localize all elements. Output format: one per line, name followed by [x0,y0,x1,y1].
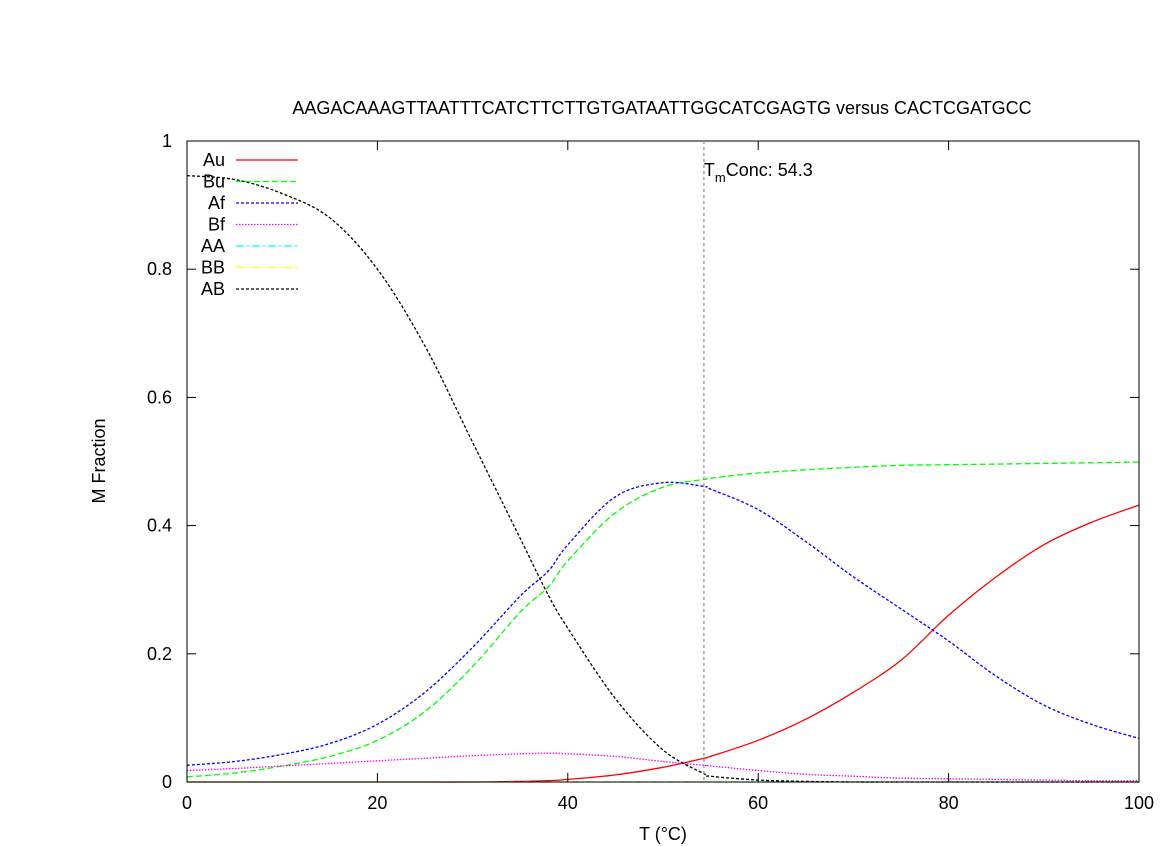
tm-annotation: TmConc: 54.3 [703,141,813,782]
legend-label-af: Af [208,193,226,213]
tm-label: TmConc: 54.3 [704,160,813,185]
y-tick-label: 0.6 [147,387,172,407]
legend-label-ab: AB [201,279,225,299]
legend-label-au: Au [203,150,225,170]
y-axis-ticks: 0 0.2 0.4 0.6 0.8 1 [147,131,1139,792]
series-line-au [187,504,1140,783]
y-tick-label: 0 [162,772,172,792]
x-axis-ticks: 0 20 40 60 80 100 [182,141,1154,813]
x-tick-label: 40 [558,793,578,813]
x-tick-label: 0 [182,793,192,813]
series-group [186,174,1140,783]
x-tick-label: 80 [939,793,959,813]
y-axis-label: M Fraction [89,418,109,503]
chart-title: AAGACAAAGTTAATTTCATCTTCTTGTGATAATTGGCATC… [292,98,1031,118]
legend-label-bu: Bu [203,172,225,192]
y-tick-label: 1 [162,131,172,151]
series-line-ab [186,174,1139,783]
x-tick-label: 20 [367,793,387,813]
x-axis-label: T (°C) [639,824,687,844]
legend-label-bf: Bf [208,215,226,235]
series-line-bu [186,461,1140,778]
y-tick-label: 0.2 [147,644,172,664]
x-tick-label: 60 [748,793,768,813]
series-line-bf [186,752,1140,782]
series-line-af [186,481,1140,766]
legend-label-aa: AA [201,236,225,256]
y-tick-label: 0.8 [147,259,172,279]
y-tick-label: 0.4 [147,516,172,536]
plot-frame [186,140,1140,783]
legend-label-bb: BB [201,258,225,278]
x-tick-label: 100 [1124,793,1154,813]
